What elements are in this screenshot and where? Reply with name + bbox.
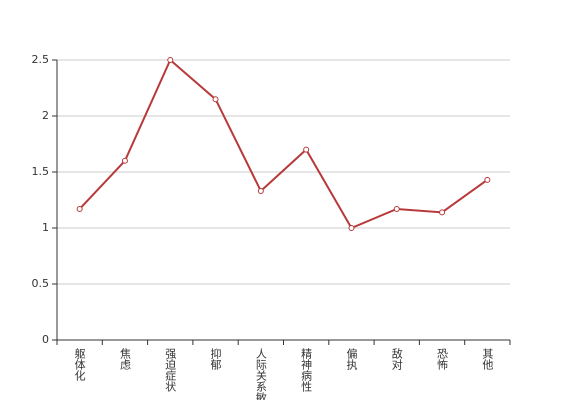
point (484, 176, 491, 183)
point (393, 205, 400, 212)
x-tick-label: 焦虑 (118, 348, 131, 370)
point (121, 157, 128, 164)
line (78, 58, 488, 230)
x-tick-label: 其他 (481, 348, 494, 370)
x-tick-label: 抑郁 (209, 347, 222, 370)
y-tick-label: 2 (42, 109, 49, 122)
x-tick-label: 敌对 (390, 347, 403, 370)
point (439, 209, 446, 216)
point (257, 188, 264, 195)
x-tick-label: 恐怖 (436, 348, 449, 370)
point (212, 96, 219, 103)
x-tick-label: 躯体化 (73, 348, 86, 382)
x-tick-label: 人际关系敏感 (254, 348, 267, 400)
y-tick-label: 0 (42, 333, 49, 346)
point (167, 57, 174, 63)
y-tick-label: 0.5 (32, 277, 50, 290)
x-tick-label: 精神病性 (300, 348, 313, 393)
y-tick-label: 2.5 (32, 53, 50, 66)
y-tick-label: 1.5 (32, 165, 50, 178)
y-tick-label: 1 (42, 221, 49, 234)
x-tick-label: 偏执 (345, 347, 358, 371)
point (303, 146, 310, 153)
point (76, 205, 83, 212)
point (348, 225, 355, 231)
x-tick-label: 强迫症状 (164, 348, 177, 392)
